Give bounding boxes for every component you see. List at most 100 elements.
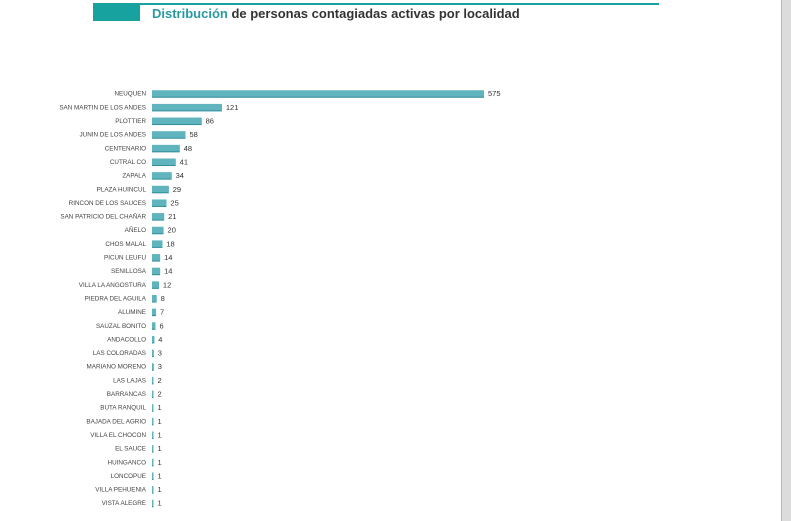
value-label: 34: [176, 171, 184, 180]
bar: [152, 486, 154, 493]
value-label: 6: [159, 321, 163, 330]
value-label: 2: [158, 376, 162, 385]
bar: [152, 199, 167, 206]
category-label: VILLA EL CHOCON: [90, 432, 146, 439]
category-label: ZAPALA: [122, 173, 146, 180]
category-label: RINCON DE LOS SAUCES: [69, 200, 146, 207]
bar: [152, 349, 154, 357]
bar: [152, 226, 164, 234]
bar: [152, 267, 161, 275]
category-label: PICUN LEUFU: [104, 255, 146, 262]
value-label: 1: [158, 403, 162, 412]
value-label: 18: [166, 239, 174, 248]
value-label: 1: [158, 499, 162, 508]
category-label: PLAZA HUINCUL: [97, 186, 147, 193]
value-label: 1: [158, 417, 162, 426]
bar: [152, 172, 172, 179]
category-label: BUTA RANQUIL: [100, 405, 146, 412]
bar: [152, 376, 154, 384]
bar: [152, 295, 157, 302]
bar: [152, 131, 186, 138]
bar: [152, 254, 161, 261]
value-label: 58: [189, 130, 197, 139]
bar: [152, 281, 159, 288]
value-label: 1: [158, 485, 162, 494]
bar: [152, 308, 157, 316]
value-label: 575: [488, 89, 501, 98]
bar: [152, 472, 154, 479]
value-label: 1: [158, 458, 162, 467]
value-label: 7: [160, 308, 164, 317]
category-label: CUTRAL CO: [110, 159, 146, 166]
category-label: VILLA PEHUENIA: [95, 487, 147, 494]
page-edge: [782, 0, 791, 521]
category-label: SAN PATRICIO DEL CHAÑAR: [60, 212, 146, 221]
category-label: VISTA ALEGRE: [102, 500, 146, 507]
category-label: HUINGANCO: [108, 459, 147, 466]
value-label: 86: [206, 117, 214, 126]
bar: [152, 417, 154, 425]
header-accent-block: [93, 3, 140, 21]
value-label: 3: [158, 362, 162, 371]
category-label: LONCOPUE: [111, 473, 146, 480]
bar: [152, 390, 154, 398]
category-label: SAUZAL BONITO: [96, 323, 146, 330]
category-label: MARIANO MORENO: [87, 364, 147, 371]
value-label: 29: [173, 185, 181, 194]
bar: [152, 404, 154, 411]
value-label: 25: [170, 198, 178, 207]
bar: [152, 117, 202, 125]
bar: [152, 431, 154, 438]
category-label: CHOS MALAL: [105, 241, 146, 248]
bar: [152, 499, 154, 507]
category-label: AÑELO: [125, 225, 146, 234]
category-label: JUNIN DE LOS ANDES: [80, 132, 146, 139]
chart-title-rest: de personas contagiadas activas por loca…: [227, 6, 520, 21]
category-label: VILLA LA ANGOSTURA: [79, 282, 147, 289]
value-label: 41: [180, 157, 188, 166]
bar: [152, 158, 176, 165]
bar: [152, 445, 154, 452]
value-label: 8: [161, 294, 165, 303]
bar: [152, 103, 222, 111]
value-label: 121: [226, 103, 239, 112]
bar: [152, 363, 154, 370]
value-label: 2: [158, 390, 162, 399]
value-label: 3: [158, 349, 162, 358]
category-label: EL SAUCE: [115, 446, 146, 453]
value-label: 20: [168, 226, 176, 235]
bar: [152, 90, 484, 97]
category-label: PIEDRA DEL AGUILA: [85, 295, 147, 302]
category-label: ANDACOLLO: [107, 336, 146, 343]
bar: [152, 185, 169, 193]
bar: [152, 458, 154, 466]
bar: [152, 213, 165, 220]
chart-title-accent: Distribución: [152, 6, 228, 21]
category-label: LAS LAJAS: [113, 377, 146, 384]
chart-title: Distribución de personas contagiadas act…: [152, 6, 520, 21]
category-label: BARRANCAS: [107, 391, 146, 398]
category-label: LAS COLORADAS: [93, 350, 146, 357]
page-edge-line: [781, 0, 782, 521]
category-label: PLOTTIER: [115, 118, 146, 125]
value-label: 48: [184, 144, 192, 153]
category-label: ALUMINE: [118, 309, 146, 316]
bar: [152, 240, 163, 247]
value-label: 1: [158, 430, 162, 439]
category-label: BAJADA DEL AGRIO: [86, 418, 146, 425]
bar: [152, 335, 155, 343]
value-label: 21: [168, 212, 176, 221]
value-label: 4: [158, 335, 162, 344]
value-label: 14: [164, 253, 172, 262]
value-label: 1: [158, 444, 162, 453]
value-label: 14: [164, 267, 172, 276]
bar: [152, 144, 180, 152]
category-label: CENTENARIO: [105, 145, 146, 152]
category-label: SAN MARTIN DE LOS ANDES: [59, 104, 146, 111]
bar: [152, 322, 156, 329]
header-rule: [140, 3, 659, 5]
value-label: 12: [163, 280, 171, 289]
category-label: SENILLOSA: [111, 268, 147, 275]
value-label: 1: [158, 471, 162, 480]
